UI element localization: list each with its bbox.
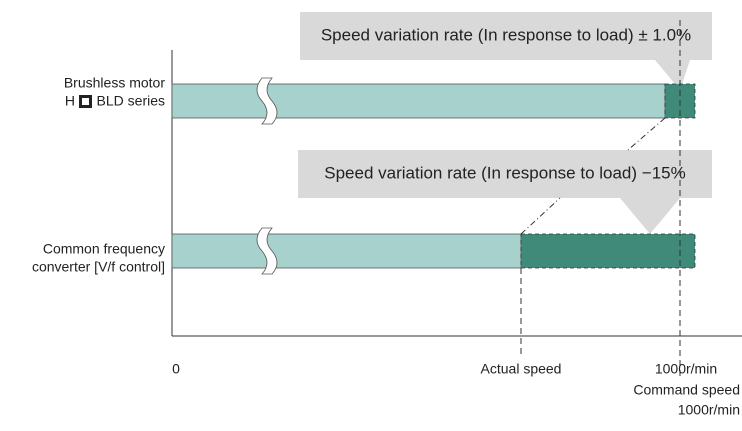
row-label: Common frequency — [43, 241, 165, 257]
axis-label: Actual speed — [481, 361, 562, 377]
symbol-box — [82, 98, 89, 105]
axis-label: Command speed — [633, 382, 740, 398]
bar — [171, 233, 522, 269]
axis-label: 1000r/min — [655, 361, 717, 377]
row-label: converter [V/f control] — [32, 259, 165, 275]
callout-box — [298, 150, 712, 234]
row-label: BLD series — [97, 93, 165, 109]
callout-text: Speed variation rate (In response to loa… — [321, 25, 691, 44]
callout-box — [300, 12, 712, 90]
axis-label: 0 — [172, 361, 180, 377]
axis-label: 1000r/min — [678, 402, 740, 418]
callout-text: Speed variation rate (In response to loa… — [324, 163, 685, 182]
bar-variation — [520, 233, 696, 269]
leader-line — [520, 197, 561, 235]
leader-line — [627, 117, 666, 151]
bar — [171, 83, 666, 119]
break-marks — [256, 77, 278, 275]
row-label: Brushless motor — [64, 75, 165, 91]
row-label: H — [65, 93, 75, 109]
